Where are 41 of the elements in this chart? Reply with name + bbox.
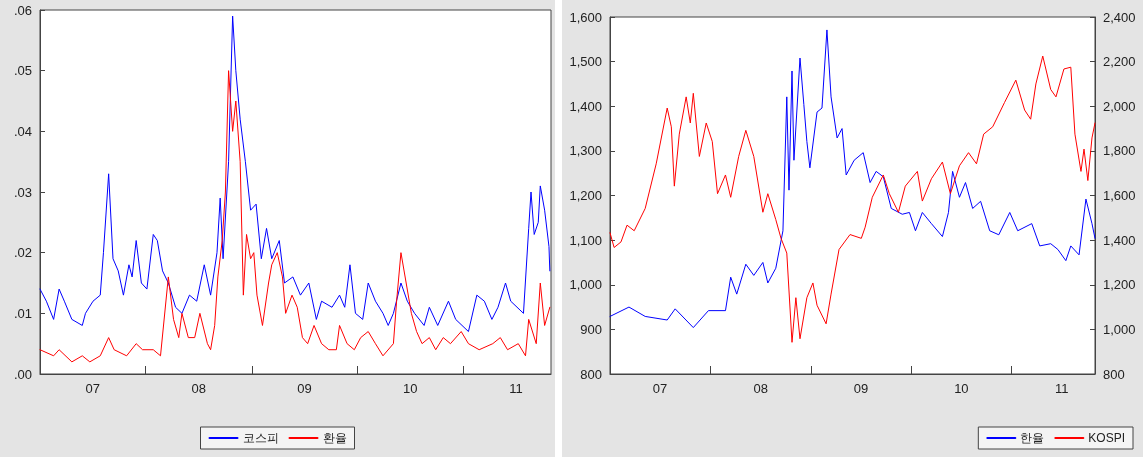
x-tick-label: 10 [954,381,969,396]
legend-label: 한율 [1020,431,1045,445]
y2-tick-label: 1,200 [1103,277,1136,293]
y-tick-label: 1,300 [569,143,602,159]
x-tick-label: 11 [509,381,523,396]
x-tick-label: 10 [402,381,418,396]
y-tick-label: .03 [13,184,32,200]
y2-tick-label: 1,800 [1103,143,1136,159]
x-tick-label: 11 [1054,381,1069,396]
y2-tick-label: 800 [1103,366,1125,382]
x-tick-label: 07 [652,381,668,396]
y-tick-label: .00 [13,366,32,382]
y-tick-label: .01 [13,305,32,321]
x-tick-label: 08 [753,381,768,396]
y2-tick-label: 2,000 [1103,98,1136,114]
y2-tick-label: 1,600 [1103,188,1136,203]
x-tick-label: 08 [191,381,206,396]
y-tick-label: 1,100 [569,232,602,248]
y-tick-label: 1,600 [569,9,602,25]
legend-label: 코스피 [242,431,279,445]
y2-tick-label: 1,000 [1103,321,1136,337]
y-tick-label: 1,500 [569,54,602,70]
x-tick-label: 07 [85,381,100,396]
y-tick-label: .02 [13,245,32,261]
x-tick-label: 09 [853,381,869,396]
y-tick-label: .06 [13,2,32,18]
y2-tick-label: 2,400 [1103,9,1136,25]
y-tick-label: 1,200 [569,188,602,203]
y2-tick-label: 2,200 [1103,54,1136,70]
y-tick-label: 900 [580,321,602,337]
y-tick-label: .04 [13,123,32,139]
y-tick-label: 1,400 [569,98,602,114]
legend-label: KOSPI [1088,431,1126,445]
line-series [39,15,551,333]
line-series [39,70,551,363]
y-tick-label: .05 [13,63,32,79]
x-tick-label: 09 [297,381,312,396]
legend-label: 환율 [322,431,347,445]
y2-tick-label: 1,400 [1103,232,1136,248]
y-tick-label: 1,000 [569,277,602,293]
y-tick-label: 800 [580,366,602,382]
